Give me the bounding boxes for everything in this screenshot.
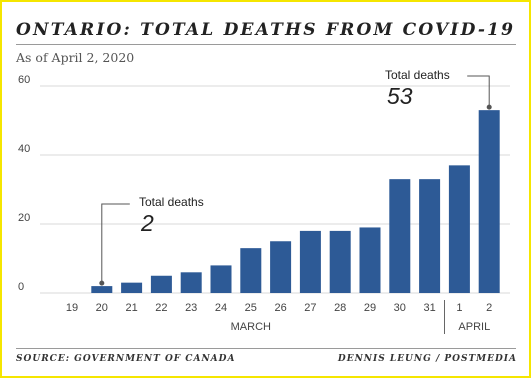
source-note: SOURCE: GOVERNMENT OF CANADA [16,354,236,364]
x-tick-label: 1 [456,302,462,314]
bar [329,230,351,293]
x-tick-label: 21 [125,302,137,314]
x-tick-label: 30 [394,302,406,314]
callout-line [101,203,130,284]
bar [389,179,411,293]
bar [180,272,202,293]
x-tick-label: 20 [96,302,108,314]
month-label: MARCH [231,321,271,333]
x-tick-label: 2 [486,302,492,314]
chart-subtitle: As of April 2, 2020 [16,50,135,65]
x-tick-label: 29 [364,302,376,314]
bar [419,179,441,293]
chart-title: ONTARIO: TOTAL DEATHS FROM COVID-19 [16,20,516,40]
callout-label: Total deaths [139,195,204,209]
y-tick-label: 20 [18,212,30,224]
bar [91,286,113,293]
callout-value: 53 [387,83,413,109]
x-tick-label: 31 [423,302,435,314]
y-tick-label: 40 [18,143,30,155]
bar [448,165,470,293]
bar [478,110,500,294]
bar [121,282,143,293]
bar [359,227,381,293]
month-label: APRIL [458,321,490,333]
callout-line [467,75,490,108]
y-tick-label: 60 [18,74,30,86]
x-tick-label: 28 [334,302,346,314]
bar [240,248,262,293]
callout-dot [99,280,105,286]
bar [270,241,292,293]
x-tick-label: 25 [245,302,257,314]
x-tick-label: 24 [215,302,227,314]
x-tick-label: 23 [185,302,197,314]
callout-dot [486,104,492,110]
credit-note: DENNIS LEUNG / POSTMEDIA [337,354,517,364]
bar [150,275,172,293]
x-tick-label: 22 [155,302,167,314]
footer-rule [16,348,516,349]
x-tick-label: 19 [66,302,78,314]
callout-label: Total deaths [385,68,450,82]
bar [299,230,321,293]
callout-value: 2 [140,210,154,236]
title-rule [16,44,516,45]
x-tick-label: 27 [304,302,316,314]
bar [210,265,232,293]
y-tick-label: 0 [18,281,24,293]
x-tick-label: 26 [274,302,286,314]
